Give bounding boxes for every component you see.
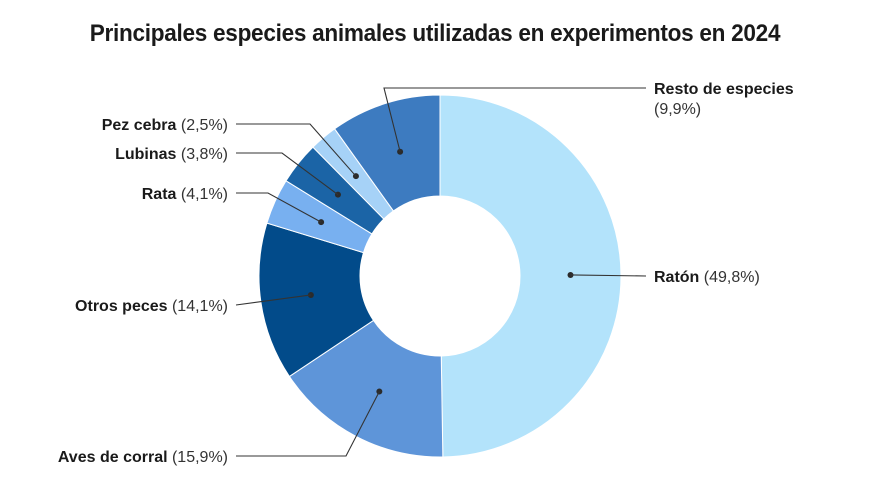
leader-line-otros-peces — [235, 294, 311, 306]
label-lubinas: Lubinas (3,8%) — [115, 146, 228, 163]
label-percent: (2,5%) — [176, 117, 228, 134]
label-name: Rata — [142, 186, 177, 203]
label-rata: Rata (4,1%) — [142, 186, 228, 203]
label-percent: (3,8%) — [176, 146, 228, 163]
chart-title: Principales especies animales utilizadas… — [89, 20, 781, 47]
label-otros-peces: Otros peces (14,1%) — [75, 298, 228, 315]
label-name: Ratón — [654, 269, 699, 286]
label-aves-de-corral: Aves de corral (15,9%) — [58, 449, 228, 466]
label-percent: (9,9%) — [654, 101, 701, 118]
slice-resto-de-especies — [333, 94, 441, 212]
leader-line-pez-cebra — [236, 123, 357, 177]
slice-aves-de-corral — [288, 319, 444, 458]
label-percent: (15,9%) — [168, 449, 228, 466]
label-percent: (4,1%) — [176, 186, 228, 203]
label-percent: (14,1%) — [168, 298, 228, 315]
leader-lines-group — [235, 87, 647, 457]
slice-otros-peces — [258, 222, 375, 378]
label-percent: (49,8%) — [699, 269, 759, 286]
leader-line-raton — [570, 274, 647, 277]
label-name: Lubinas — [115, 146, 176, 163]
label-name: Resto de especies — [654, 81, 794, 98]
leader-line-aves-de-corral — [236, 391, 380, 457]
label-raton: Ratón (49,8%) — [654, 269, 760, 286]
label-resto-de-especies: Resto de especies (9,9%) — [654, 81, 794, 118]
slices-group — [258, 94, 622, 458]
slice-raton — [439, 94, 622, 458]
leader-line-lubinas — [236, 152, 339, 196]
label-name: Aves de corral — [58, 449, 168, 466]
labels-group: Ratón (49,8%) Aves de corral (15,9%) Otros… — [58, 81, 794, 466]
label-pez-cebra: Pez cebra (2,5%) — [102, 117, 228, 134]
leader-line-rata — [236, 192, 322, 223]
label-name: Pez cebra — [102, 117, 177, 134]
label-name: Otros peces — [75, 298, 168, 315]
leader-line-resto-de-especies — [383, 87, 646, 152]
